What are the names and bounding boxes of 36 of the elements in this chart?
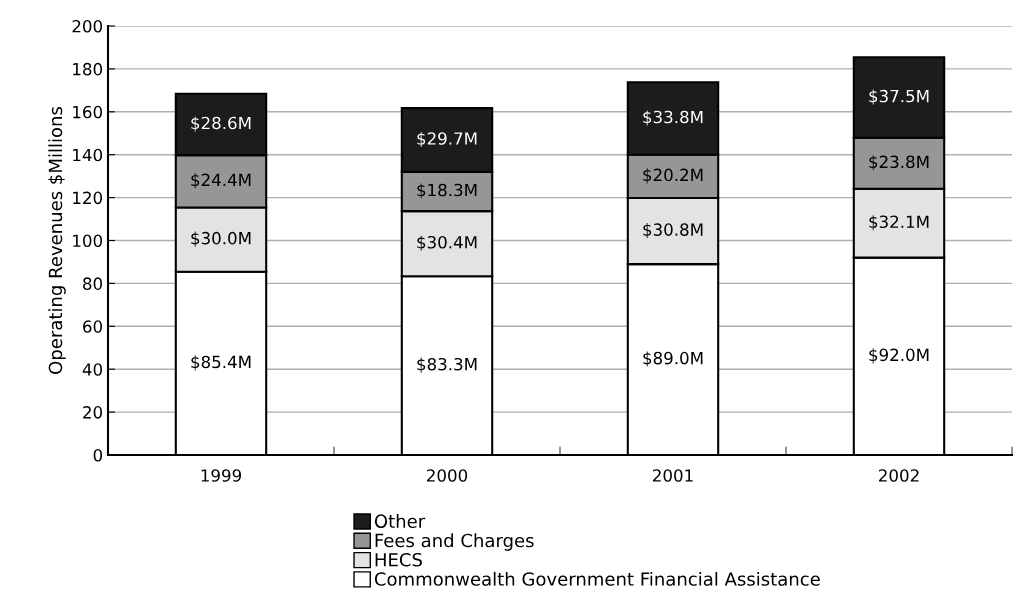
y-tick-label: 160 bbox=[73, 105, 103, 119]
data-label: $92.0M bbox=[869, 348, 929, 364]
data-label: $24.4M bbox=[191, 173, 251, 189]
x-tick-label: 2002 bbox=[879, 469, 919, 482]
data-label: $23.8M bbox=[869, 155, 929, 171]
data-label: $89.0M bbox=[643, 351, 703, 367]
data-label: $85.4M bbox=[191, 355, 251, 371]
x-tick-label: 2000 bbox=[427, 469, 468, 482]
y-tick-label: 100 bbox=[73, 234, 103, 248]
legend-label: Fees and Charges bbox=[375, 533, 534, 551]
data-label: $29.7M bbox=[417, 131, 477, 148]
data-label: $30.8M bbox=[643, 223, 703, 239]
data-label: $28.6M bbox=[191, 116, 251, 132]
y-axis-title: Operating Revenues $Millions bbox=[48, 106, 66, 374]
y-tick-label: 180 bbox=[73, 62, 103, 76]
data-label: $32.1M bbox=[869, 215, 929, 231]
y-tick-label: 120 bbox=[73, 191, 103, 205]
data-label: $37.5M bbox=[869, 89, 929, 105]
y-tick-label: 200 bbox=[72, 19, 103, 33]
y-tick-label: 20 bbox=[83, 406, 103, 419]
x-tick-label: 1999 bbox=[201, 469, 242, 482]
legend-label: Commonwealth Government Financial Assistance bbox=[374, 571, 820, 586]
data-label: $30.0M bbox=[191, 231, 251, 247]
data-label: $30.4M bbox=[417, 235, 477, 251]
data-label: $33.8M bbox=[643, 110, 703, 126]
data-label: $18.3M bbox=[417, 183, 477, 199]
data-label: $20.2M bbox=[643, 168, 703, 184]
y-tick-label: 80 bbox=[83, 277, 103, 290]
data-label: $83.3M bbox=[417, 357, 477, 373]
y-tick-label: 60 bbox=[83, 320, 103, 333]
y-tick-label: 140 bbox=[73, 148, 103, 162]
legend-label: HECS bbox=[375, 552, 422, 567]
legend-label: Other bbox=[374, 514, 426, 529]
y-tick-label: 40 bbox=[82, 363, 103, 376]
x-tick-label: 2001 bbox=[653, 469, 693, 482]
y-tick-label: 0 bbox=[93, 448, 103, 462]
